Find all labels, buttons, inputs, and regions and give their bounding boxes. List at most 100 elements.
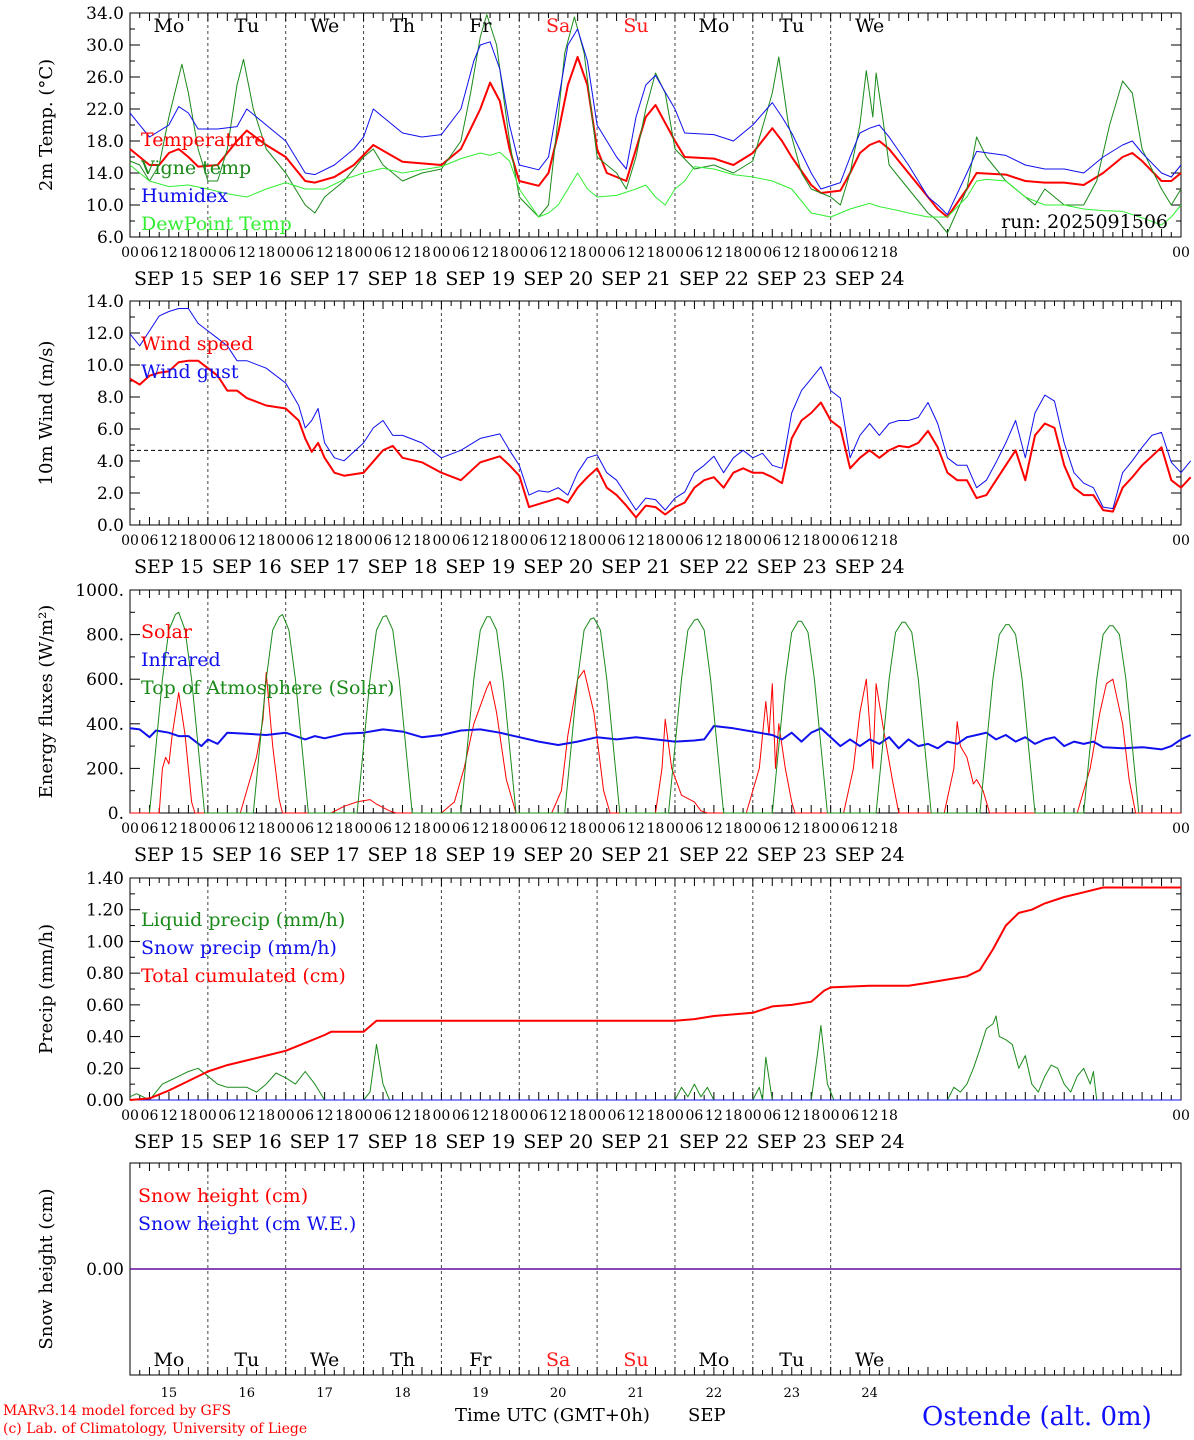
hour-label: 12	[471, 821, 489, 837]
hour-label: 06	[296, 821, 314, 837]
hour-label: 18	[335, 1108, 353, 1124]
series-line-wind-gust	[129, 308, 1192, 511]
bottom-day-number: 18	[394, 1386, 411, 1401]
hour-label: 18	[802, 1108, 820, 1124]
series-line-wind-speed	[129, 359, 1192, 519]
hour-label: 18	[880, 245, 898, 261]
weekday-label: Fr	[469, 15, 492, 37]
hour-label: 06	[141, 245, 159, 261]
hour-label: 00	[199, 245, 217, 261]
hour-label: 00	[277, 1108, 295, 1124]
series-line-humidex	[129, 28, 1182, 216]
hour-label: 18	[569, 821, 587, 837]
y-tick-label: 800.	[86, 626, 124, 646]
date-label: SEP 18	[368, 1131, 438, 1153]
series-line-solar	[130, 669, 1181, 814]
date-label: SEP 15	[134, 268, 204, 290]
series-line-dewpoint-temp	[129, 151, 1182, 226]
hour-label: 00	[355, 245, 373, 261]
hour-label: 00	[744, 821, 762, 837]
y-tick-label: 22.0	[86, 100, 124, 120]
hour-label: 18	[179, 533, 197, 549]
hour-label: 00	[355, 821, 373, 837]
hour-label: 06	[763, 821, 781, 837]
hour-label: 18	[724, 533, 742, 549]
hour-label: 12	[160, 245, 178, 261]
y-tick-label: 4.0	[97, 452, 124, 472]
weekday-label: Sa	[546, 15, 570, 37]
hour-label: 12	[238, 821, 256, 837]
hour-label: 12	[705, 245, 723, 261]
hour-label: 12	[160, 821, 178, 837]
hour-label: 12	[783, 1108, 801, 1124]
hour-label: 06	[841, 821, 859, 837]
hour-label: 12	[627, 1108, 645, 1124]
hour-label: 00	[588, 1108, 606, 1124]
y-tick-label: 0.00	[86, 1091, 124, 1111]
hour-label: 12	[549, 821, 567, 837]
hour-label: 00	[1172, 1108, 1190, 1124]
date-label: SEP 17	[290, 556, 360, 578]
date-label: SEP 20	[523, 844, 593, 866]
y-tick-label: 0.0	[97, 516, 124, 536]
hour-label: 18	[880, 533, 898, 549]
hour-label: 18	[724, 1108, 742, 1124]
date-label: SEP 20	[523, 1131, 593, 1153]
date-label: SEP 22	[679, 1131, 749, 1153]
hour-label: 00	[1172, 245, 1190, 261]
hour-label: 18	[724, 245, 742, 261]
weekday-label: We	[855, 15, 884, 37]
hour-label: 00	[822, 821, 840, 837]
hour-label: 18	[335, 821, 353, 837]
hour-label: 00	[744, 533, 762, 549]
y-tick-label: 0.	[108, 804, 124, 824]
hour-label: 00	[666, 245, 684, 261]
hour-label: 06	[530, 245, 548, 261]
y-tick-label: 8.0	[97, 388, 124, 408]
hour-label: 00	[432, 821, 450, 837]
y-tick-label: 600.	[86, 670, 124, 690]
hour-label: 12	[861, 245, 879, 261]
hour-label: 06	[686, 1108, 704, 1124]
hour-label: 18	[880, 1108, 898, 1124]
y-tick-label: 2.0	[97, 484, 124, 504]
hour-label: 18	[335, 245, 353, 261]
hour-label: 12	[549, 245, 567, 261]
weekday-label: Mo	[153, 1349, 184, 1371]
hour-label: 00	[121, 1108, 139, 1124]
date-label: SEP 15	[134, 1131, 204, 1153]
legend-entry: DewPoint Temp	[141, 213, 292, 235]
hour-label: 12	[861, 533, 879, 549]
hour-label: 18	[257, 245, 275, 261]
weekday-label: Fr	[469, 1349, 492, 1371]
date-label: SEP 16	[212, 1131, 282, 1153]
y-tick-label: 400.	[86, 715, 124, 735]
run-label: run: 2025091506	[1001, 211, 1168, 233]
hour-label: 06	[141, 821, 159, 837]
legend-entry: Total cumulated (cm)	[141, 965, 346, 987]
legend-entry: Snow height (cm W.E.)	[138, 1213, 356, 1235]
bottom-day-number: 17	[316, 1386, 333, 1401]
hour-label: 06	[374, 245, 392, 261]
y-tick-label: 200.	[86, 759, 124, 779]
date-label: SEP 23	[757, 268, 827, 290]
weekday-label: Mo	[153, 15, 184, 37]
hour-label: 12	[238, 245, 256, 261]
hour-label: 18	[257, 533, 275, 549]
y-tick-label: 14.0	[86, 292, 124, 312]
y-axis-label: 10m Wind (m/s)	[36, 341, 57, 486]
hour-label: 18	[491, 821, 509, 837]
hour-label: 12	[861, 821, 879, 837]
weekday-label: Tu	[779, 15, 804, 37]
hour-label: 06	[452, 821, 470, 837]
hour-label: 18	[647, 1108, 665, 1124]
panel-frame-1	[129, 12, 1182, 238]
hour-label: 06	[841, 533, 859, 549]
y-tick-label: 30.0	[86, 36, 124, 56]
hour-label: 18	[647, 533, 665, 549]
hour-label: 06	[763, 245, 781, 261]
legend-entry: Snow precip (mm/h)	[141, 937, 337, 959]
hour-label: 00	[822, 245, 840, 261]
weekday-label: We	[855, 1349, 884, 1371]
